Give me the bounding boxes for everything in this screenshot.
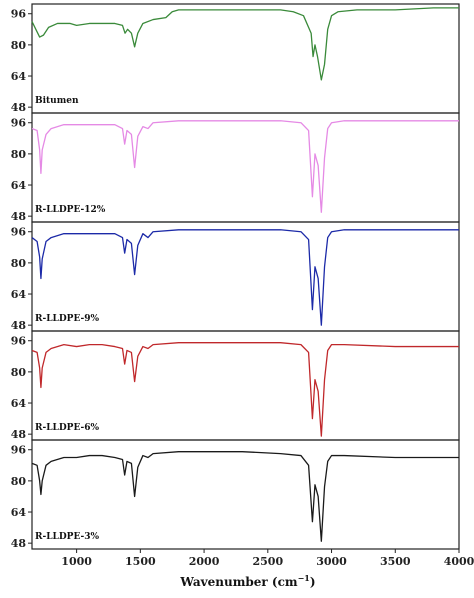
panel-bitumen: 48 64 80 96 Bitumen [11, 3, 460, 114]
y-tick-label: 96 [11, 8, 27, 21]
x-tick-label: 2500 [252, 555, 283, 568]
panel-r-lldpe-12: 48 64 80 96 R-LLDPE-12% [11, 112, 460, 223]
y-tick-label: 80 [11, 148, 27, 161]
x-tick-label: 3500 [380, 555, 411, 568]
series-label-r-lldpe-9: R-LLDPE-9% [35, 314, 99, 324]
y-tick-label: 48 [11, 101, 27, 114]
y-tick-label: 48 [11, 537, 27, 550]
x-tick-label: 1000 [61, 555, 92, 568]
y-tick-label: 64 [11, 397, 27, 410]
spectrum-line-r-lldpe-3 [31, 451, 459, 542]
spectrum-line-r-lldpe-12 [31, 120, 459, 213]
y-tick-label: 48 [11, 319, 27, 332]
y-tick-label: 80 [11, 257, 27, 270]
series-label-bitumen: Bitumen [35, 96, 79, 106]
y-tick-label: 64 [11, 179, 27, 192]
series-label-r-lldpe-12: R-LLDPE-12% [35, 205, 106, 215]
spectrum-line-r-lldpe-9 [31, 229, 459, 326]
panel-r-lldpe-6: 48 64 80 96 R-LLDPE-6% [11, 330, 460, 441]
y-tick-label: 48 [11, 428, 27, 441]
panel-frame [31, 439, 460, 550]
y-tick-label: 80 [11, 475, 27, 488]
panel-r-lldpe-3: 48 64 80 96 R-LLDPE-3% [11, 439, 460, 550]
panels-group: 48 64 80 96 Bitumen 48 64 80 96 R-LLDPE-12% 48 64 80… [11, 3, 460, 550]
x-tick-label: 1500 [125, 555, 156, 568]
y-tick-label: 96 [11, 226, 27, 239]
x-axis: 1000 1500 2000 2500 3000 3500 4000 [61, 549, 474, 568]
spectrum-line-bitumen [31, 7, 459, 81]
series-label-r-lldpe-6: R-LLDPE-6% [35, 423, 99, 433]
x-tick-label: 4000 [444, 555, 474, 568]
x-tick-label: 3000 [316, 555, 347, 568]
y-tick-label: 64 [11, 506, 27, 519]
x-axis-title: Wavenumber (cm−1) [179, 573, 315, 589]
y-tick-label: 80 [11, 39, 27, 52]
y-tick-label: 48 [11, 210, 27, 223]
y-tick-label: 64 [11, 288, 27, 301]
y-tick-label: 96 [11, 335, 27, 348]
y-tick-label: 80 [11, 366, 27, 379]
y-tick-label: 96 [11, 444, 27, 457]
y-tick-label: 64 [11, 70, 27, 83]
spectrum-line-r-lldpe-6 [31, 342, 459, 437]
series-label-r-lldpe-3: R-LLDPE-3% [35, 532, 99, 542]
y-tick-label: 96 [11, 117, 27, 130]
panel-r-lldpe-9: 48 64 80 96 R-LLDPE-9% [11, 221, 460, 332]
x-tick-label: 2000 [189, 555, 220, 568]
panel-frame [31, 3, 460, 114]
